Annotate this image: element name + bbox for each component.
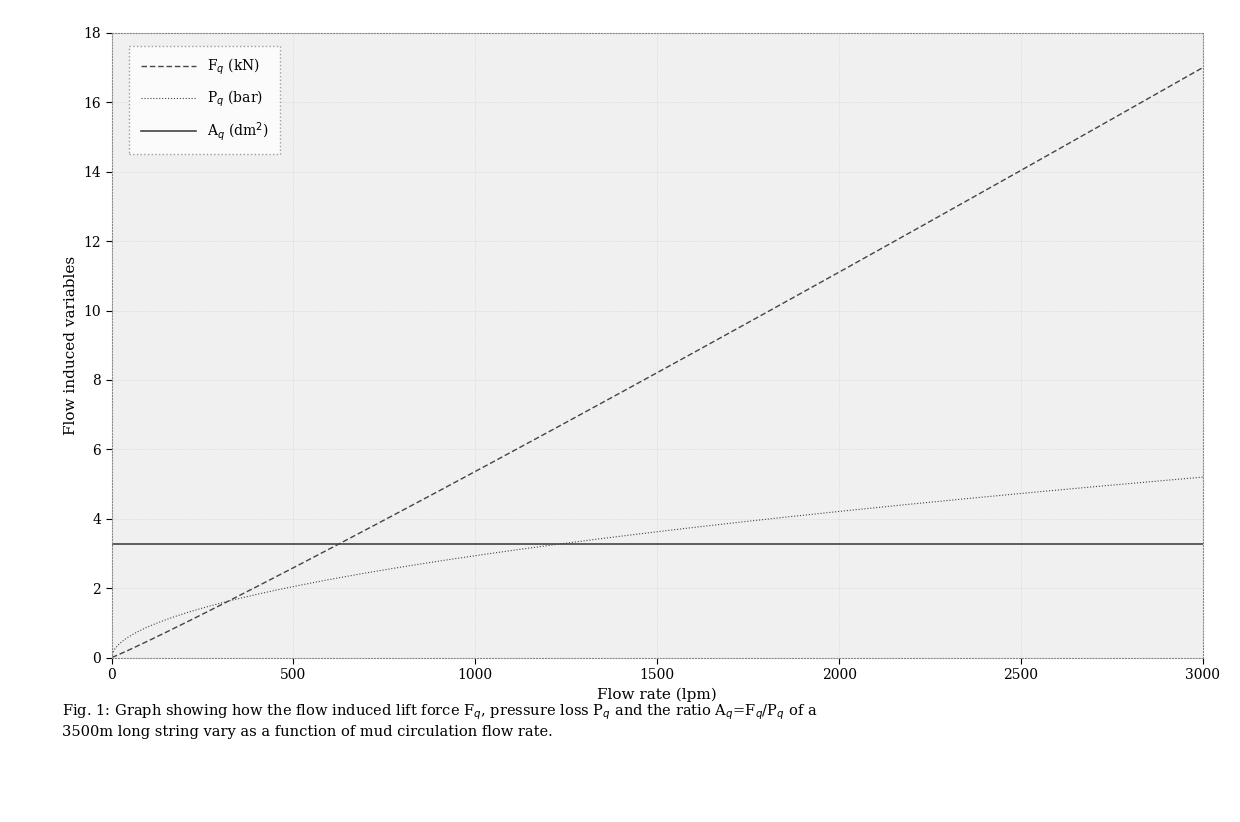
F$_q$ (kN) — [537, 429, 552, 439]
A$_q$ (dm$^2$) — [892, 539, 906, 549]
P$_q$ (bar) — [892, 501, 906, 510]
F$_q$ (kN) — [236, 589, 250, 598]
P$_q$ (bar) — [537, 541, 552, 551]
Legend: F$_q$ (kN), P$_q$ (bar), A$_q$ (dm$^2$): F$_q$ (kN), P$_q$ (bar), A$_q$ (dm$^2$) — [129, 46, 280, 154]
Line: P$_q$ (bar): P$_q$ (bar) — [112, 477, 1203, 655]
F$_q$ (kN) — [460, 471, 475, 481]
A$_q$ (dm$^2$) — [537, 539, 552, 549]
P$_q$ (bar) — [1195, 472, 1210, 482]
A$_q$ (dm$^2$) — [236, 539, 250, 549]
A$_q$ (dm$^2$) — [460, 539, 475, 549]
Line: F$_q$ (kN): F$_q$ (kN) — [112, 67, 1203, 658]
A$_q$ (dm$^2$) — [104, 539, 119, 549]
P$_q$ (bar) — [898, 500, 913, 510]
P$_q$ (bar) — [460, 552, 475, 561]
Text: Fig. 1: Graph showing how the flow induced lift force F$_q$, pressure loss P$_q$: Fig. 1: Graph showing how the flow induc… — [62, 703, 817, 739]
A$_q$ (dm$^2$) — [898, 539, 913, 549]
A$_q$ (dm$^2$) — [1195, 539, 1210, 549]
P$_q$ (bar) — [104, 650, 119, 660]
F$_q$ (kN) — [1195, 62, 1210, 72]
P$_q$ (bar) — [791, 510, 806, 520]
P$_q$ (bar) — [236, 593, 250, 603]
F$_q$ (kN) — [791, 290, 806, 300]
F$_q$ (kN) — [898, 230, 913, 240]
A$_q$ (dm$^2$) — [791, 539, 806, 549]
Y-axis label: Flow induced variables: Flow induced variables — [64, 256, 78, 435]
F$_q$ (kN) — [104, 653, 119, 663]
F$_q$ (kN) — [892, 233, 906, 243]
X-axis label: Flow rate (lpm): Flow rate (lpm) — [598, 687, 717, 702]
